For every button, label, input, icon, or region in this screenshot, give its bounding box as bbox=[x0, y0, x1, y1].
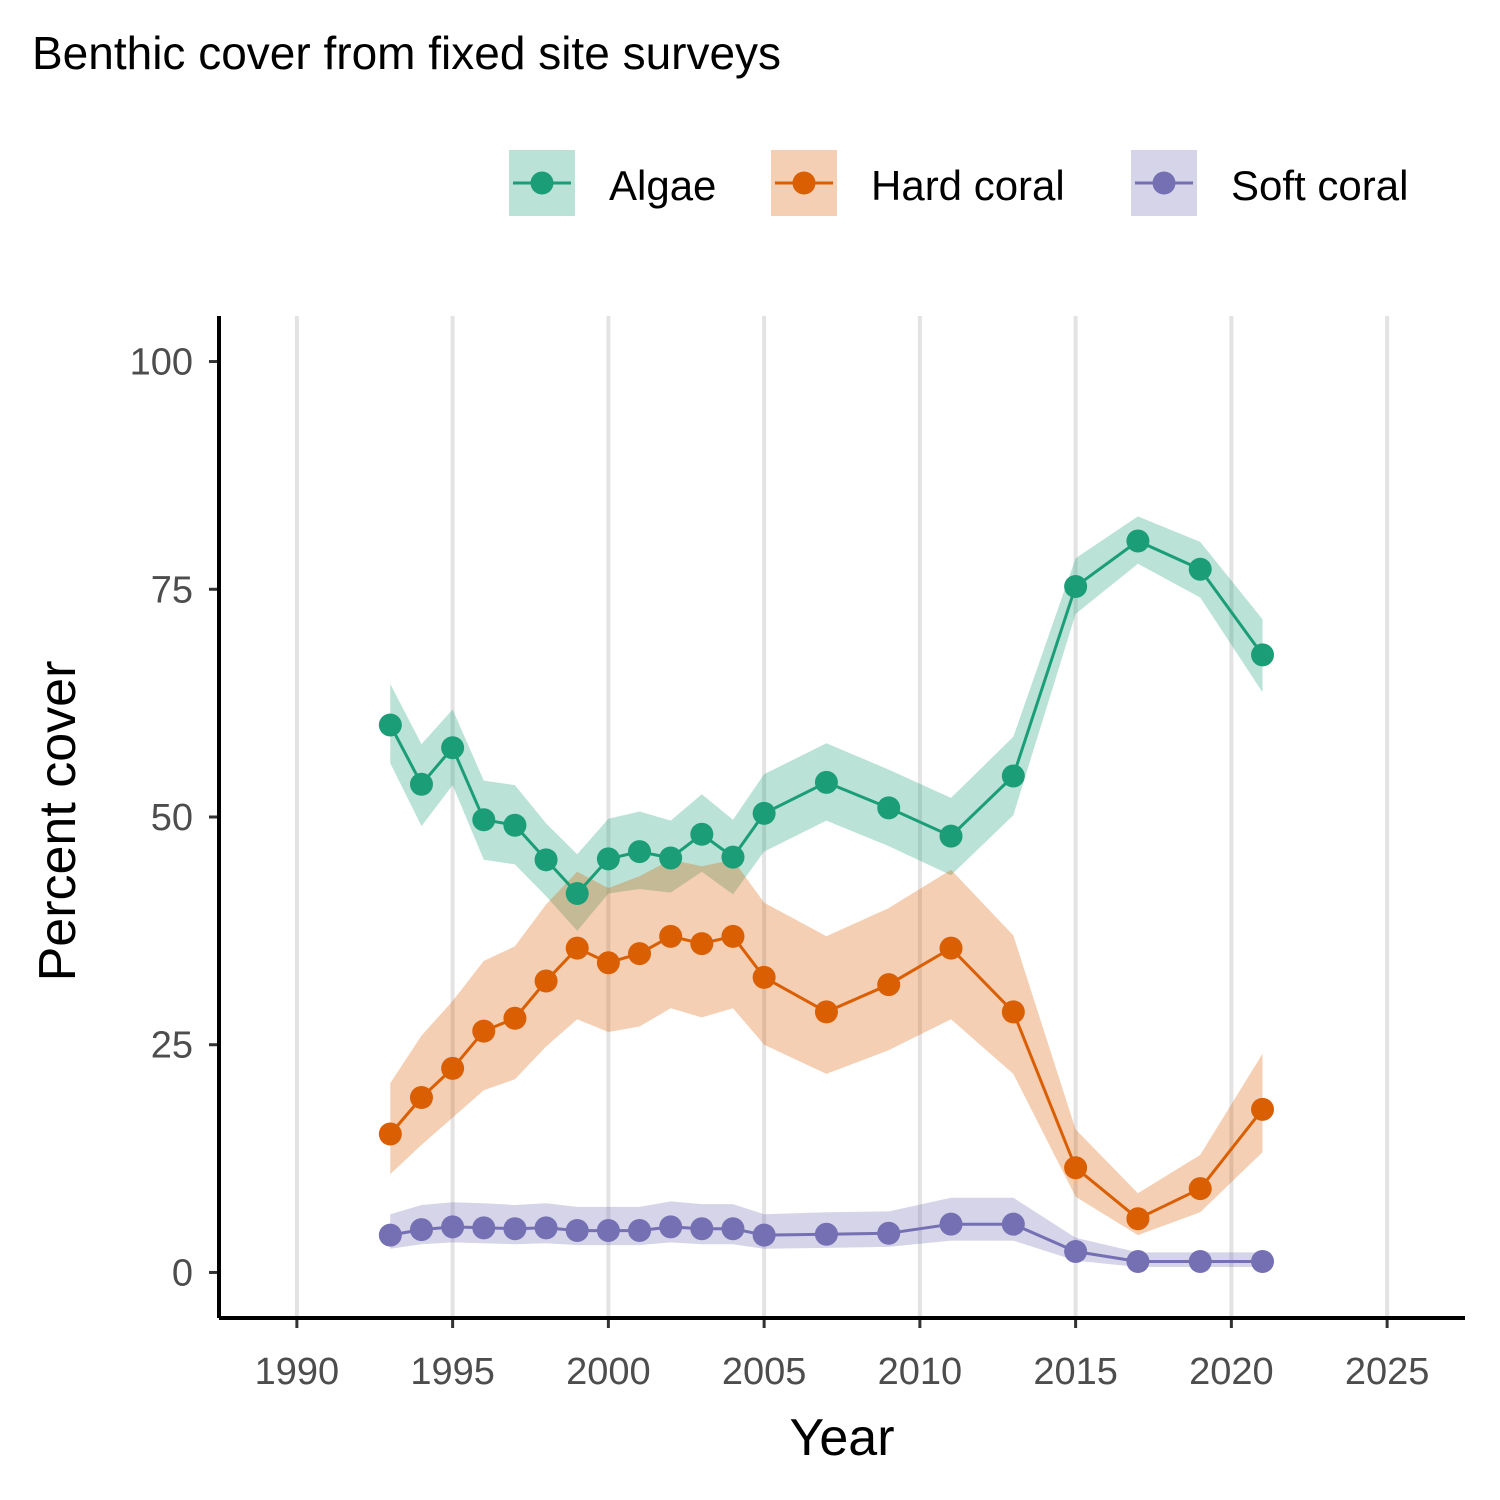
soft-coral-point bbox=[1001, 1212, 1025, 1236]
hard-coral-point bbox=[378, 1122, 402, 1146]
algae-point bbox=[628, 840, 652, 864]
y-tick-label: 50 bbox=[151, 797, 193, 839]
hard-coral-point bbox=[814, 1000, 838, 1024]
algae-band bbox=[390, 516, 1263, 931]
hard-coral-point bbox=[659, 924, 683, 948]
algae-point bbox=[503, 813, 527, 837]
legend-label: Hard coral bbox=[871, 162, 1065, 209]
soft-coral-point bbox=[534, 1216, 558, 1240]
hard-coral-point bbox=[721, 924, 745, 948]
legend-key-hard-coral bbox=[771, 150, 837, 216]
hard-coral-point bbox=[690, 932, 714, 956]
soft-coral-point bbox=[1251, 1250, 1275, 1274]
x-tick-label: 2025 bbox=[1345, 1351, 1430, 1393]
legend-key-soft-coral bbox=[1131, 150, 1197, 216]
hard-coral-point bbox=[877, 973, 901, 997]
soft-coral-point bbox=[814, 1222, 838, 1246]
algae-point bbox=[534, 848, 558, 872]
legend-label: Soft coral bbox=[1231, 162, 1409, 209]
soft-coral-point bbox=[690, 1217, 714, 1241]
hard-coral-point bbox=[503, 1006, 527, 1030]
legend-key-algae bbox=[509, 150, 575, 216]
algae-point bbox=[939, 824, 963, 848]
y-axis-title: Percent cover bbox=[29, 661, 87, 982]
axes bbox=[209, 316, 1465, 1328]
hard-coral-point bbox=[441, 1056, 465, 1080]
x-tick-label: 2015 bbox=[1033, 1351, 1118, 1393]
algae-point bbox=[441, 736, 465, 760]
x-tick-label: 2005 bbox=[722, 1351, 807, 1393]
soft-coral-point bbox=[596, 1219, 620, 1243]
x-tick-label: 2010 bbox=[878, 1351, 963, 1393]
legend-point bbox=[530, 171, 554, 195]
hard-coral-point bbox=[1064, 1156, 1088, 1180]
legend-point bbox=[792, 171, 816, 195]
soft-coral-point bbox=[409, 1218, 433, 1242]
algae-point bbox=[472, 808, 496, 832]
x-tick-label: 2020 bbox=[1189, 1351, 1274, 1393]
algae-point bbox=[721, 845, 745, 869]
algae-point bbox=[378, 713, 402, 737]
x-tick-label: 2000 bbox=[566, 1351, 651, 1393]
algae-point bbox=[596, 847, 620, 871]
soft-coral-point bbox=[565, 1219, 589, 1243]
x-tick-label: 1990 bbox=[255, 1351, 340, 1393]
tick-labels: 1990 1995 2000 2005 2010 2015 2020 2025 0 25 50 75 1… bbox=[130, 342, 1430, 1393]
soft-coral-point bbox=[1188, 1250, 1212, 1274]
hard-coral-point bbox=[596, 951, 620, 975]
soft-coral-point bbox=[1064, 1240, 1088, 1264]
soft-coral-point bbox=[659, 1215, 683, 1239]
hard-coral-point bbox=[752, 965, 776, 989]
soft-coral-point bbox=[721, 1217, 745, 1241]
y-tick-label: 75 bbox=[151, 569, 193, 611]
hard-coral-point bbox=[628, 942, 652, 966]
soft-coral-point bbox=[939, 1212, 963, 1236]
algae-point bbox=[1251, 643, 1275, 667]
hard-coral-point bbox=[1251, 1097, 1275, 1121]
legend-label: Algae bbox=[609, 162, 717, 209]
algae-point bbox=[814, 770, 838, 794]
hard-coral-point bbox=[565, 936, 589, 960]
hard-coral-band bbox=[390, 859, 1263, 1236]
hard-coral-point bbox=[472, 1019, 496, 1043]
soft-coral-point bbox=[472, 1216, 496, 1240]
soft-coral-point bbox=[441, 1215, 465, 1239]
legend: Algae Hard coral Soft coral bbox=[0, 0, 1500, 240]
series-lines bbox=[388, 539, 1264, 1263]
algae-point bbox=[1064, 575, 1088, 599]
confidence-bands bbox=[390, 516, 1263, 1267]
hard-coral-point bbox=[1126, 1207, 1150, 1231]
soft-coral-point bbox=[877, 1221, 901, 1245]
hard-coral-point bbox=[1001, 1000, 1025, 1024]
algae-point bbox=[659, 846, 683, 870]
algae-point bbox=[1188, 557, 1212, 581]
series-points bbox=[378, 529, 1275, 1274]
legend-point bbox=[1152, 171, 1176, 195]
hard-coral-point bbox=[1188, 1177, 1212, 1201]
x-axis-title: Year bbox=[789, 1409, 894, 1467]
hard-coral-point bbox=[534, 969, 558, 993]
y-tick-label: 0 bbox=[172, 1252, 193, 1294]
algae-point bbox=[409, 772, 433, 796]
soft-coral-point bbox=[378, 1223, 402, 1247]
y-tick-label: 25 bbox=[151, 1025, 193, 1067]
chart-title: Benthic cover from fixed site surveys bbox=[32, 27, 782, 79]
soft-coral-point bbox=[752, 1223, 776, 1247]
algae-point bbox=[565, 882, 589, 906]
y-tick-label: 100 bbox=[130, 342, 193, 384]
soft-coral-point bbox=[503, 1217, 527, 1241]
algae-point bbox=[877, 796, 901, 820]
algae-point bbox=[752, 801, 776, 825]
algae-point bbox=[1001, 764, 1025, 788]
hard-coral-point bbox=[409, 1086, 433, 1110]
soft-coral-point bbox=[628, 1219, 652, 1243]
algae-point bbox=[690, 822, 714, 846]
soft-coral-point bbox=[1126, 1250, 1150, 1274]
x-tick-label: 1995 bbox=[410, 1351, 495, 1393]
hard-coral-point bbox=[939, 936, 963, 960]
algae-point bbox=[1126, 529, 1150, 553]
